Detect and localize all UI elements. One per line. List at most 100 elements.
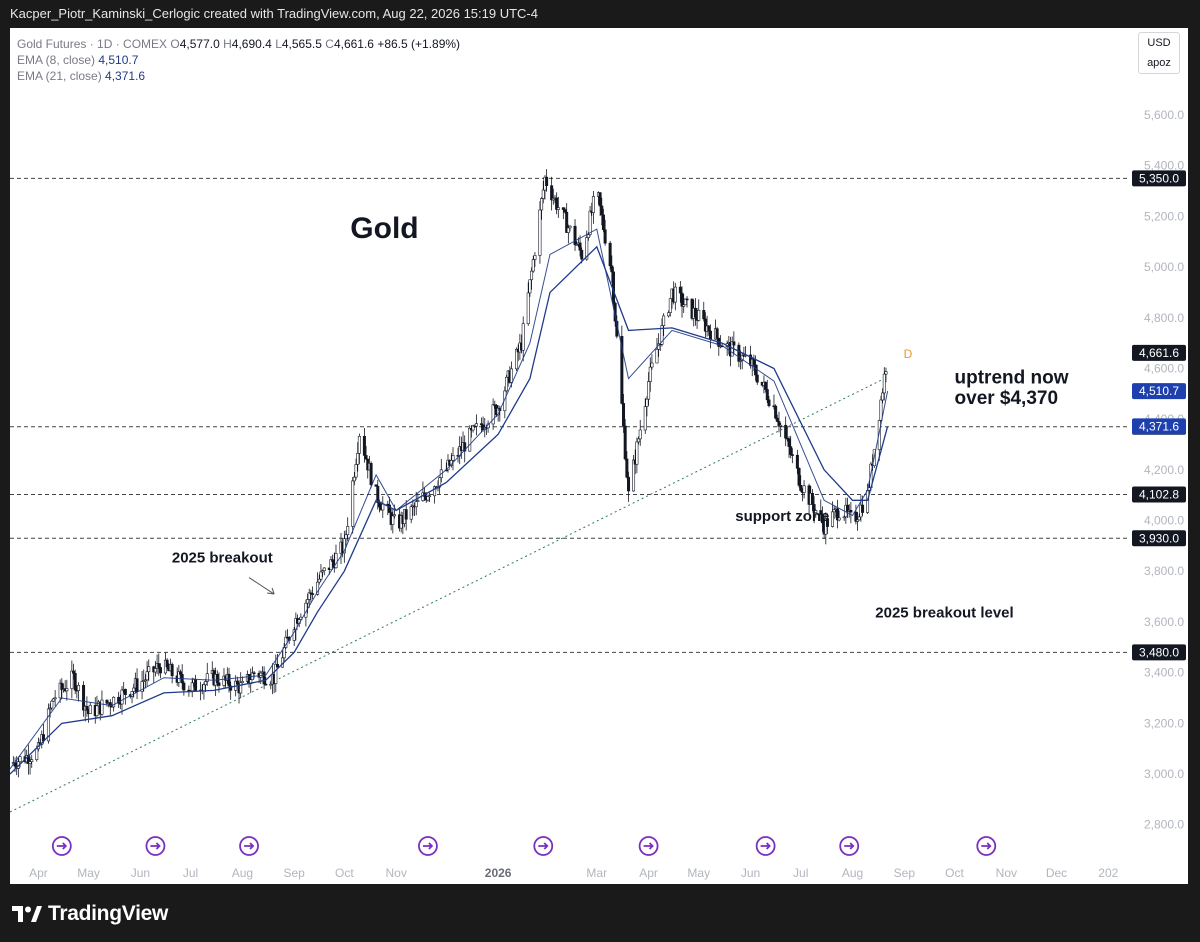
event-icon[interactable] [755,836,776,856]
candle-body-273 [648,366,652,382]
candle-body-294 [697,310,701,321]
candle-body-374 [884,371,888,375]
legend-high-label: H [223,37,232,51]
candle-body-109 [264,683,268,686]
event-icon[interactable] [638,836,659,856]
candle-body-164 [392,514,396,517]
candle-body-169 [404,509,408,520]
candle-body-237 [565,211,569,233]
x-tick-label: Sep [894,866,916,880]
level-tag-bg[interactable] [1132,486,1186,503]
level-tag-bg[interactable] [1132,530,1186,547]
x-tick-label: May [77,866,100,880]
x-tick-label: Jul [183,866,198,880]
candle-body-255 [608,242,612,267]
event-icon[interactable] [976,836,997,856]
candle-body-148 [356,453,360,465]
candle-body-55 [140,680,144,692]
event-icon[interactable] [51,836,72,856]
y-tick-label: 5,600.0 [1144,108,1184,122]
price-tag-ema8-bg[interactable] [1132,383,1186,400]
legend-ema8-row[interactable]: EMA (8, close) 4,510.7 [17,52,460,68]
candle-body-98 [239,682,243,694]
ema21-line[interactable] [10,245,889,775]
tradingview-logo[interactable]: TradingView [12,902,168,926]
candle-body-16 [48,707,52,710]
y-tick-label: 4,000.0 [1144,514,1184,528]
candle-body-126 [306,599,310,604]
candle-body-284 [673,286,677,303]
event-icon[interactable] [145,836,166,856]
event-icon[interactable] [239,836,259,856]
x-tick-label: Dec [1046,866,1067,880]
candle-body-298 [707,325,711,332]
y-tick-label: 4,800.0 [1144,311,1184,325]
candle-body-330 [784,424,788,439]
candle-body-15 [46,708,50,742]
candle-body-178 [426,496,430,501]
price-tag-ema21-bg[interactable] [1132,418,1186,435]
candle-body-267 [635,441,639,465]
event-icon[interactable] [839,836,860,856]
event-icon[interactable] [533,836,554,856]
candle-body-355 [842,516,846,519]
candle-body-89 [217,682,221,686]
ema-layer [10,228,889,775]
price-tag-ema21: 4,371.6 [1139,419,1179,433]
candle-body-27 [73,672,77,691]
currency-button[interactable]: USD [1147,37,1171,49]
x-tick-label: Jun [741,866,760,880]
candle-body-280 [667,312,671,317]
candle-body-292 [693,307,697,318]
candle-body-132 [319,571,323,580]
candle-body-323 [765,389,769,401]
candle-body-211 [504,376,508,392]
candle-body-69 [170,664,174,677]
candle-body-326 [774,405,778,419]
candle-body-149 [357,435,361,454]
level-tag-bg[interactable] [1132,170,1186,187]
candle-body-134 [322,567,326,571]
scale-mode-button[interactable]: apoz [1147,57,1171,69]
candle-body-265 [632,459,636,492]
x-tick-label: Oct [945,866,964,880]
last-bar-marker[interactable]: D [904,347,913,361]
candle-body-150 [362,435,366,456]
y-tick-label: 4,200.0 [1144,463,1184,477]
horizontal-levels [10,177,1128,653]
price-chart[interactable]: 5,600.0 5,400.0 5,200.0 5,000.0 4,800.0 4,600… [10,28,1188,884]
candle-body-264 [627,476,631,492]
candle-body-296 [703,318,707,332]
candle-body-333 [789,446,793,455]
price-tag-last-bg[interactable] [1132,344,1186,361]
candle-body-319 [755,374,759,383]
level-tag-bg[interactable] [1132,644,1186,661]
chart-frame[interactable]: 5,600.0 5,400.0 5,200.0 5,000.0 4,800.0 4,600… [10,28,1188,884]
candle-body-139 [334,553,338,569]
x-tick-label: Aug [842,866,863,880]
legend-low: 4,565.5 [281,37,322,51]
candle-body-360 [854,511,858,522]
y-tick-label: 3,200.0 [1144,716,1184,730]
ema8-line[interactable] [10,228,889,770]
candle-body-88 [215,674,219,684]
candle-body-29 [77,685,81,691]
candle-body-156 [376,486,380,503]
candle-body-324 [767,399,771,407]
annotation-2: 2025 breakout level [875,604,1013,621]
event-icon[interactable] [418,836,438,856]
candle-body-343 [812,504,816,513]
chart-legend: Gold Futures · 1D · COMEX O4,577.0 H4,69… [17,36,460,84]
candle-body-179 [428,495,432,498]
candle-body-275 [655,348,659,364]
candle-body-288 [683,298,687,306]
scale-settings-box[interactable]: USD apoz [1138,32,1180,74]
legend-ema21-label: EMA (21, close) [17,69,102,83]
candle-body-274 [650,362,654,368]
trendline[interactable] [10,378,885,813]
event-icon-arrow [643,842,654,850]
price-axis: 5,600.0 5,400.0 5,200.0 5,000.0 4,800.0 4,600… [1144,108,1184,832]
candle-body-26 [72,670,76,674]
legend-ema21-row[interactable]: EMA (21, close) 4,371.6 [17,68,460,84]
tradingview-brand: TradingView [48,902,169,925]
